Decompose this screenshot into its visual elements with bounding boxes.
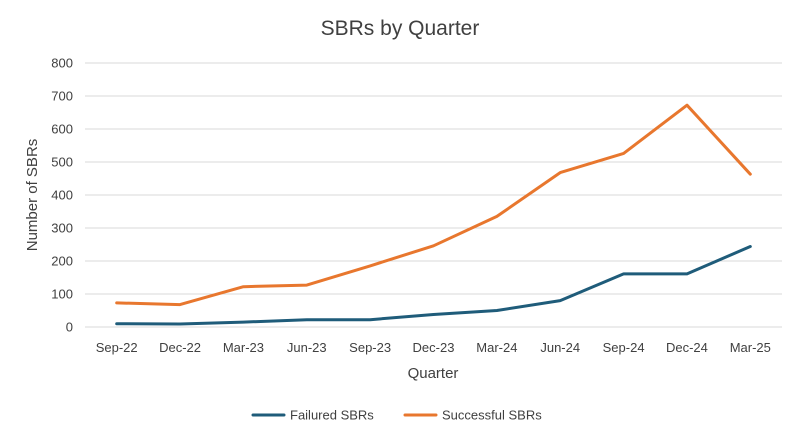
y-tick-label: 400 [51, 188, 73, 203]
x-tick-label: Mar-23 [223, 340, 264, 355]
y-tick-label: 300 [51, 221, 73, 236]
y-tick-label: 600 [51, 122, 73, 137]
x-tick-label: Sep-24 [603, 340, 645, 355]
y-tick-label: 800 [51, 56, 73, 71]
x-tick-label: Mar-25 [730, 340, 771, 355]
series-lines [115, 103, 752, 326]
x-tick-label: Sep-22 [96, 340, 138, 355]
y-axis-title: Number of SBRs [24, 139, 41, 252]
y-axis-ticks: 0 100 200 300 400 500 600 700 800 [51, 56, 73, 335]
x-tick-label: Dec-24 [666, 340, 708, 355]
legend-label: Failured SBRs [290, 408, 374, 423]
x-axis-ticks: Sep-22 Dec-22 Mar-23 Jun-23 Sep-23 Dec-23 Mar-… [96, 340, 771, 355]
x-tick-label: Dec-23 [413, 340, 455, 355]
x-tick-label: Sep-23 [349, 340, 391, 355]
series-line-failured [115, 245, 752, 326]
series-line-successful [115, 103, 752, 307]
y-tick-label: 100 [51, 287, 73, 302]
x-axis-title: Quarter [408, 365, 459, 382]
x-tick-label: Jun-23 [287, 340, 327, 355]
y-tick-label: 200 [51, 254, 73, 269]
y-tick-label: 700 [51, 89, 73, 104]
chart-title: SBRs by Quarter [321, 17, 480, 40]
x-tick-label: Dec-22 [159, 340, 201, 355]
y-tick-label: 500 [51, 155, 73, 170]
gridlines [85, 62, 782, 328]
y-tick-label: 0 [66, 320, 73, 335]
x-tick-label: Jun-24 [540, 340, 580, 355]
legend-label: Successful SBRs [442, 408, 542, 423]
x-tick-label: Mar-24 [476, 340, 517, 355]
legend: Failured SBRs Successful SBRs [251, 408, 542, 423]
